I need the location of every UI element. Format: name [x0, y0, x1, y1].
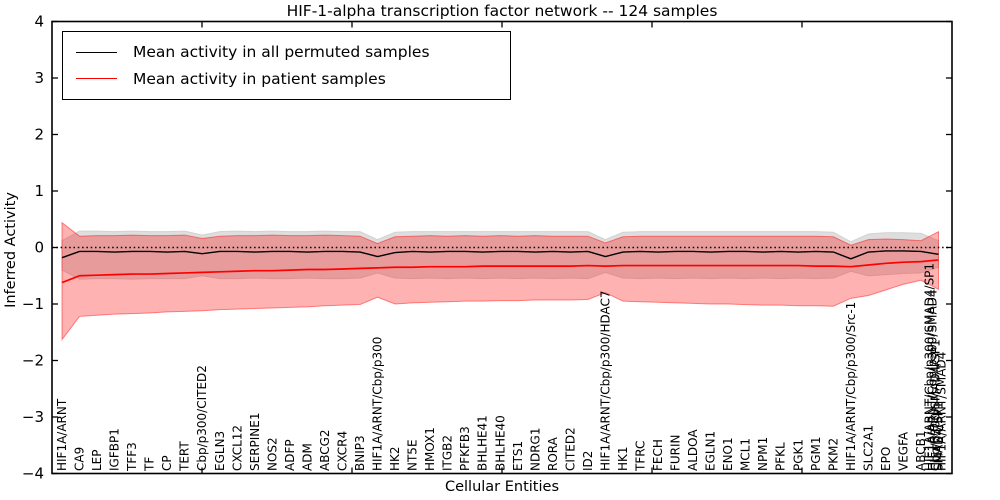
- y-tick-label: 0: [34, 239, 44, 257]
- x-tick-label: SLC2A1: [861, 425, 875, 471]
- x-tick-label: PFKL: [774, 442, 788, 471]
- legend-item-patient: Mean activity in patient samples: [63, 70, 510, 88]
- x-tick-label: BNIP3: [353, 435, 367, 471]
- x-tick-label: PFKFB3: [458, 426, 472, 471]
- x-tick-label: TFF3: [125, 442, 139, 472]
- x-tick-label: ALDOA: [686, 429, 700, 471]
- y-tick-label: −4: [22, 465, 44, 483]
- x-tick-label: EGLN1: [704, 431, 718, 471]
- x-tick-label-overlapping: HIF1A/ARNT/Cbp/p300/SMAD4: [926, 289, 940, 471]
- y-tick-label: −1: [22, 295, 44, 313]
- x-tick-label: NPM1: [756, 437, 770, 471]
- x-axis-label: Cellular Entities: [444, 479, 560, 495]
- x-tick-label: HIF1A/ARNT: [55, 398, 69, 471]
- legend-item-permuted: Mean activity in all permuted samples: [63, 43, 510, 61]
- x-tick-label: CITED2: [563, 427, 577, 471]
- x-tick-label: Cbp/p300/CITED2: [195, 365, 209, 471]
- x-tick-label: CXCL12: [230, 425, 244, 471]
- chart-title: HIF-1-alpha transcription factor network…: [286, 2, 718, 20]
- x-tick-label: ETS1: [511, 441, 525, 471]
- x-tick-label: BHLHE41: [476, 415, 490, 471]
- x-tick-label: RORA: [546, 436, 560, 471]
- x-tick-label: CXCR4: [335, 431, 349, 471]
- x-tick-label-overlapping: HIF1A/ARNT/Cbp/p300/SMAD4/SP1: [923, 263, 937, 471]
- x-tick-label: SERPINE1: [248, 412, 262, 471]
- x-tick-label: ENO1: [721, 437, 735, 471]
- y-axis-label: Inferred Activity: [3, 192, 19, 308]
- x-tick-label: ID2: [581, 451, 595, 471]
- y-tick-label: 4: [34, 13, 44, 31]
- x-tick-label: CA9: [73, 447, 87, 471]
- y-tick-label: 3: [34, 69, 44, 87]
- x-tick-label: IGFBP1: [108, 428, 122, 471]
- x-tick-label: MCL1: [739, 438, 753, 471]
- x-tick-label: TFRC: [633, 441, 647, 472]
- x-tick-label-overlapping: SMAD4/SP1: [932, 401, 946, 471]
- x-tick-label: FECH: [651, 439, 665, 471]
- legend-label-patient: Mean activity in patient samples: [133, 69, 386, 88]
- x-tick-label-overlapping: HIF1A/ARNT/SMAD4: [935, 352, 949, 471]
- x-tick-label: FURIN: [669, 434, 683, 471]
- x-tick-label: HK1: [616, 446, 630, 471]
- x-tick-label-overlapping: Cbp/p300/SMAD4/SP1: [929, 339, 943, 471]
- permuted-mean-line: [61, 250, 939, 260]
- x-tick-label: NOS2: [265, 437, 279, 471]
- x-tick-label: PKM2: [826, 438, 840, 471]
- x-tick-label: HIF1A/ARNT/Cbp/p300/Src-1: [844, 302, 858, 471]
- x-tick-label: CP: [160, 455, 174, 471]
- y-tick-label: 1: [34, 182, 44, 200]
- x-tick-label: EGLN3: [213, 431, 227, 471]
- x-tick-label: ABCB1: [914, 431, 928, 471]
- x-tick-label: HIF1A/ARNT/Cbp/p300/HDAC7: [598, 290, 612, 471]
- y-tick-label: −2: [22, 352, 44, 370]
- y-tick-label: 2: [34, 126, 44, 144]
- x-tick-label: BHLHE40: [493, 415, 507, 471]
- legend-label-permuted: Mean activity in all permuted samples: [133, 43, 430, 62]
- x-tick-label: ADFP: [283, 439, 297, 471]
- x-tick-label: HK2: [388, 446, 402, 471]
- patient-mean-line: [61, 259, 939, 284]
- x-tick-label: TERT: [178, 441, 192, 472]
- legend-line-sample-patient: [76, 78, 117, 80]
- x-tick-label: NDRG1: [528, 428, 542, 472]
- x-tick-label: LEP: [90, 449, 104, 471]
- legend: Mean activity in all permuted samples Me…: [62, 31, 511, 100]
- x-tick-label: HIF1A/ARNT/Cbp/p300: [371, 337, 385, 471]
- legend-line-sample-permuted: [76, 51, 117, 53]
- x-tick-label: TF: [143, 457, 157, 472]
- x-tick-label: HMOX1: [423, 427, 437, 471]
- permuted-band: [61, 230, 939, 280]
- x-tick-label: ITGB2: [441, 435, 455, 471]
- x-tick-label: ABCG2: [318, 429, 332, 471]
- x-tick-label: NT5E: [406, 439, 420, 471]
- x-tick-label: ADM: [300, 443, 314, 471]
- x-tick-label: PGK1: [791, 439, 805, 471]
- y-tick-label: −3: [22, 408, 44, 426]
- patient-band: [61, 221, 939, 342]
- x-tick-label: VEGFA: [896, 431, 910, 471]
- x-tick-label: PGM1: [809, 436, 823, 471]
- x-tick-label: EPO: [879, 447, 893, 471]
